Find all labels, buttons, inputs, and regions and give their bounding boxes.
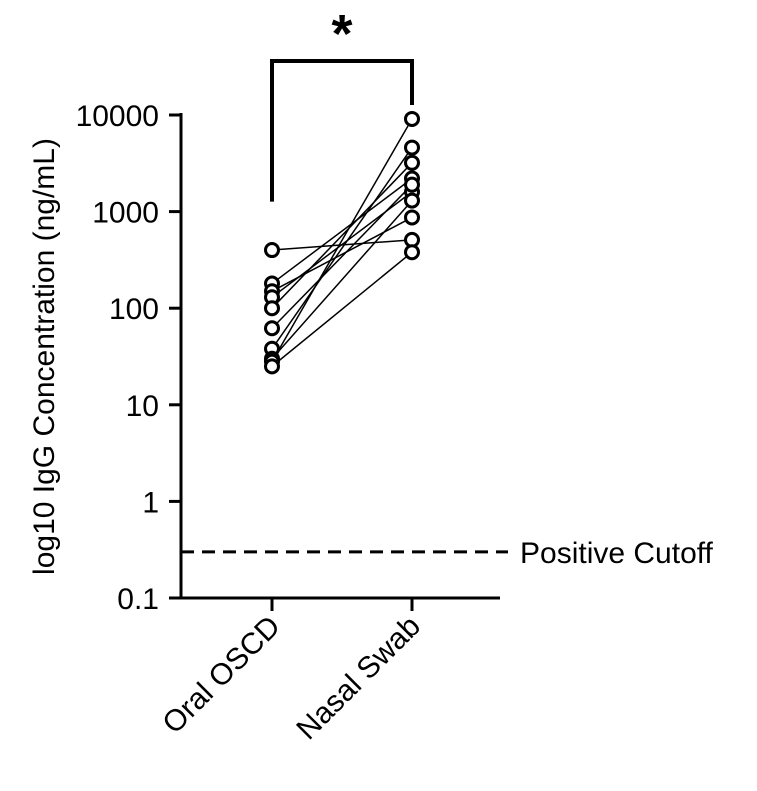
point-nasal-swab	[404, 154, 420, 171]
annotations: Positive Cutoff *	[181, 4, 714, 570]
axes: 0.1 1 10 100 1000 10000 Oral OSCD Nasal Swab log…	[28, 100, 500, 746]
y-tick-label: 10000	[76, 100, 159, 133]
pair-lines	[271, 118, 413, 367]
y-tick-label: 1000	[92, 197, 159, 230]
pair-line	[271, 162, 413, 309]
pair-line	[271, 191, 413, 298]
significance-bracket	[270, 59, 414, 202]
pair-line	[271, 147, 413, 350]
point-oral-oscd	[264, 300, 280, 317]
y-tick-label: 0.1	[117, 583, 159, 616]
point-oral-oscd	[264, 358, 280, 375]
point-nasal-swab	[404, 176, 420, 193]
pair-line	[271, 200, 413, 360]
pair-line	[271, 177, 413, 285]
point-oral-oscd	[264, 320, 280, 337]
point-nasal-swab	[404, 110, 420, 127]
pair-line	[271, 251, 413, 367]
y-tick-label: 1	[142, 486, 159, 519]
x-tick-label: Oral OSCD	[156, 610, 287, 741]
point-nasal-swab	[404, 139, 420, 156]
point-nasal-swab	[404, 209, 420, 226]
pair-line	[271, 118, 413, 362]
y-tick-label: 100	[109, 293, 159, 326]
cutoff-label: Positive Cutoff	[520, 537, 714, 570]
x-tick-label: Nasal Swab	[290, 610, 427, 747]
data-points	[264, 110, 420, 375]
point-oral-oscd	[264, 242, 280, 259]
significance-star: *	[331, 4, 352, 64]
point-nasal-swab	[404, 244, 420, 261]
point-nasal-swab	[404, 192, 420, 209]
pair-line	[271, 184, 413, 329]
y-axis-title: log10 IgG Concentration (ng/mL)	[28, 138, 61, 575]
y-tick-label: 10	[126, 390, 159, 423]
